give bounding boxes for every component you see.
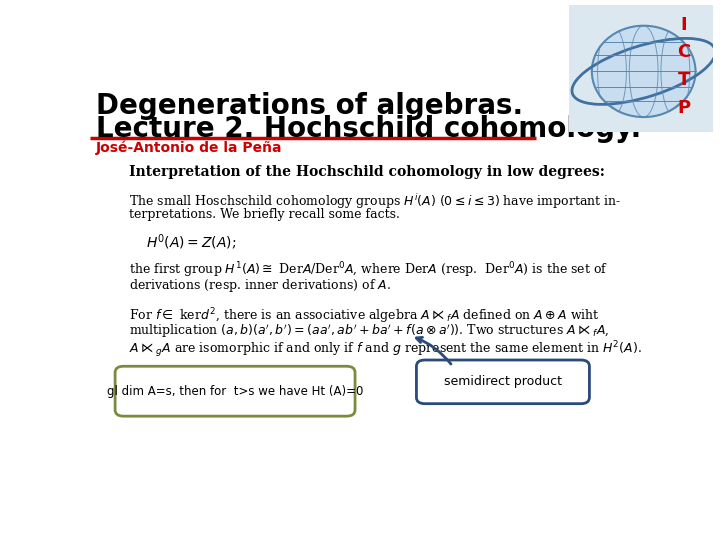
Text: C: C: [678, 43, 690, 62]
Text: For $f \in$ ker$d^2$, there is an associative algebra $A\ltimes_f A$ defined on : For $f \in$ ker$d^2$, there is an associ…: [129, 306, 600, 326]
Text: I: I: [680, 16, 688, 33]
FancyBboxPatch shape: [416, 360, 590, 404]
Text: terpretations. We briefly recall some facts.: terpretations. We briefly recall some fa…: [129, 208, 400, 221]
Text: the first group $H^1(A) \cong$ Der$A$/Der$^0A$, where Der$A$ (resp.  Der$^0A$) i: the first group $H^1(A) \cong$ Der$A$/De…: [129, 260, 608, 280]
Text: The small Hoschschild cohomology groups $H^i(A)$ $(0 \leq i \leq 3)$ have import: The small Hoschschild cohomology groups …: [129, 192, 621, 211]
Text: multiplication $(a,b)(a',b') = (aa', ab' + ba' + f(a \otimes a'))$. Two structur: multiplication $(a,b)(a',b') = (aa', ab'…: [129, 322, 609, 340]
Text: $H^0(A) = Z(A)$;: $H^0(A) = Z(A)$;: [145, 233, 236, 253]
Text: T: T: [678, 71, 690, 90]
Text: semidirect product: semidirect product: [444, 375, 562, 388]
Text: gl dim A=s, then for  t>s we have Ht (A)=0: gl dim A=s, then for t>s we have Ht (A)=…: [107, 384, 364, 397]
Circle shape: [592, 26, 696, 117]
Text: $A\ltimes_g A$ are isomorphic if and only if $f$ and $g$ represent the same elem: $A\ltimes_g A$ are isomorphic if and onl…: [129, 339, 642, 360]
Text: derivations (resp. inner derivations) of $A$.: derivations (resp. inner derivations) of…: [129, 277, 391, 294]
Text: Interpretation of the Hochschild cohomology in low degrees:: Interpretation of the Hochschild cohomol…: [129, 165, 605, 179]
FancyBboxPatch shape: [569, 5, 713, 132]
Text: P: P: [678, 99, 690, 117]
Text: Degenerations of algebras.: Degenerations of algebras.: [96, 92, 523, 120]
Text: Lecture 2. Hochschild cohomology.: Lecture 2. Hochschild cohomology.: [96, 114, 641, 143]
FancyBboxPatch shape: [115, 366, 355, 416]
Text: José-Antonio de la Peña: José-Antonio de la Peña: [96, 140, 282, 155]
